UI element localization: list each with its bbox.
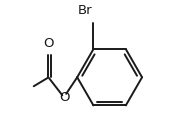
Text: O: O <box>59 91 69 104</box>
Text: O: O <box>43 37 54 50</box>
Text: Br: Br <box>78 4 92 17</box>
